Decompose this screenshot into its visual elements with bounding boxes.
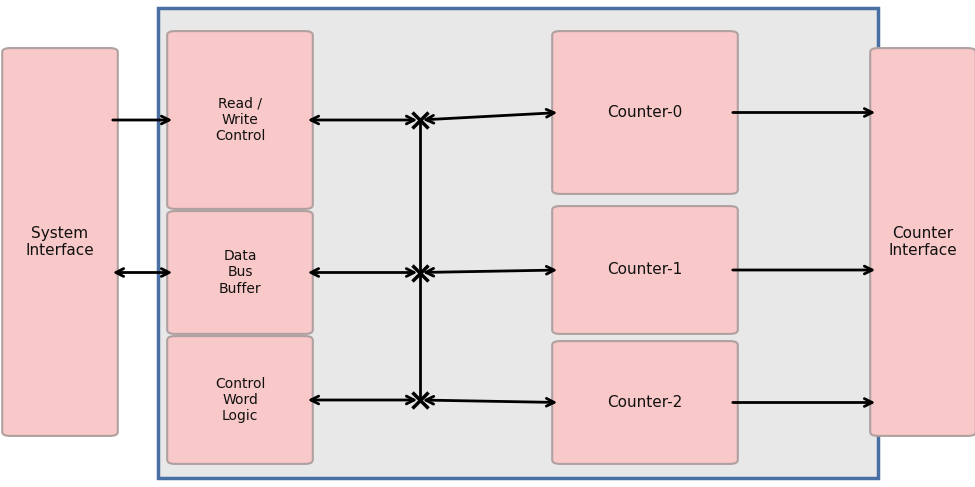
Text: Counter-0: Counter-0 [607,105,682,120]
FancyBboxPatch shape [167,31,313,209]
Text: Control
Word
Logic: Control Word Logic [214,377,265,423]
FancyBboxPatch shape [552,31,738,194]
Text: System
Interface: System Interface [25,226,95,258]
Text: Data
Bus
Buffer: Data Bus Buffer [218,249,261,296]
FancyBboxPatch shape [871,48,975,436]
FancyBboxPatch shape [552,341,738,464]
Text: Counter-1: Counter-1 [607,262,682,278]
FancyBboxPatch shape [167,211,313,334]
Text: Counter
Interface: Counter Interface [888,226,957,258]
FancyBboxPatch shape [2,48,118,436]
FancyBboxPatch shape [552,206,738,334]
Text: Read /
Write
Control: Read / Write Control [214,97,265,143]
FancyBboxPatch shape [167,336,313,464]
Text: Counter-2: Counter-2 [607,395,682,410]
FancyBboxPatch shape [158,8,878,478]
